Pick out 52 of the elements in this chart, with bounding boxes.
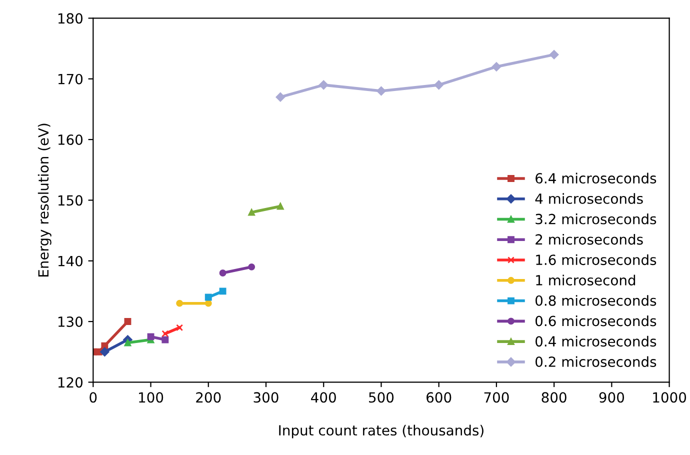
x-tick-label: 0: [90, 392, 97, 403]
legend-label: 6.4 microseconds: [536, 172, 656, 184]
point: [101, 342, 108, 350]
x-tick-label: 700: [484, 392, 509, 403]
x-tick-label: 800: [542, 392, 566, 403]
point: [147, 333, 154, 340]
point: [318, 80, 328, 90]
point: [549, 50, 559, 60]
y-axis-title: Energy resolution (eV): [38, 124, 52, 276]
legend-label: 1.6 microseconds: [536, 254, 656, 266]
point: [100, 347, 110, 356]
point: [248, 263, 256, 270]
legend-label: 3.2 microseconds: [536, 214, 656, 224]
legend-label: 2 microseconds: [536, 234, 643, 245]
point: [219, 288, 226, 295]
point: [176, 324, 184, 332]
legend-label: 0.2 microseconds: [536, 356, 656, 368]
legend-label: 0.4 microseconds: [536, 336, 656, 347]
point: [492, 62, 502, 72]
point: [176, 300, 184, 307]
y-tick-label: 170: [58, 74, 83, 84]
x-tick-label: 900: [599, 392, 624, 403]
point: [204, 294, 212, 301]
legend-label: 1 microsecond: [536, 274, 636, 286]
x-tick-label: 100: [139, 392, 164, 403]
legend-label: 4 microseconds: [535, 193, 643, 204]
y-tick-label: 180: [58, 13, 83, 24]
x-axis-title: Input count rates (thousands): [279, 424, 484, 438]
x-tick-label: 1000: [653, 392, 686, 403]
x-tick-label: 200: [196, 392, 221, 403]
x-tick-label: 400: [311, 392, 336, 403]
point: [162, 336, 169, 344]
point: [219, 270, 226, 276]
point: [204, 300, 212, 307]
x-tick-label: 600: [426, 392, 452, 403]
point: [276, 92, 286, 102]
legend-label: 0.8 microseconds: [536, 295, 656, 306]
point: [376, 86, 386, 96]
point: [124, 318, 132, 326]
point: [434, 80, 444, 90]
point: [124, 339, 132, 346]
point: [276, 202, 284, 210]
y-tick-label: 150: [58, 195, 83, 206]
point: [162, 330, 169, 338]
legend-label: 0.6 microseconds: [536, 315, 656, 326]
y-tick-label: 120: [58, 377, 83, 388]
x-tick-label: 300: [254, 392, 278, 403]
y-tick-label: 140: [58, 256, 83, 266]
x-tick-label: 500: [369, 392, 394, 403]
point: [248, 208, 256, 216]
y-tick-label: 130: [58, 316, 83, 328]
y-tick-label: 160: [58, 134, 83, 146]
